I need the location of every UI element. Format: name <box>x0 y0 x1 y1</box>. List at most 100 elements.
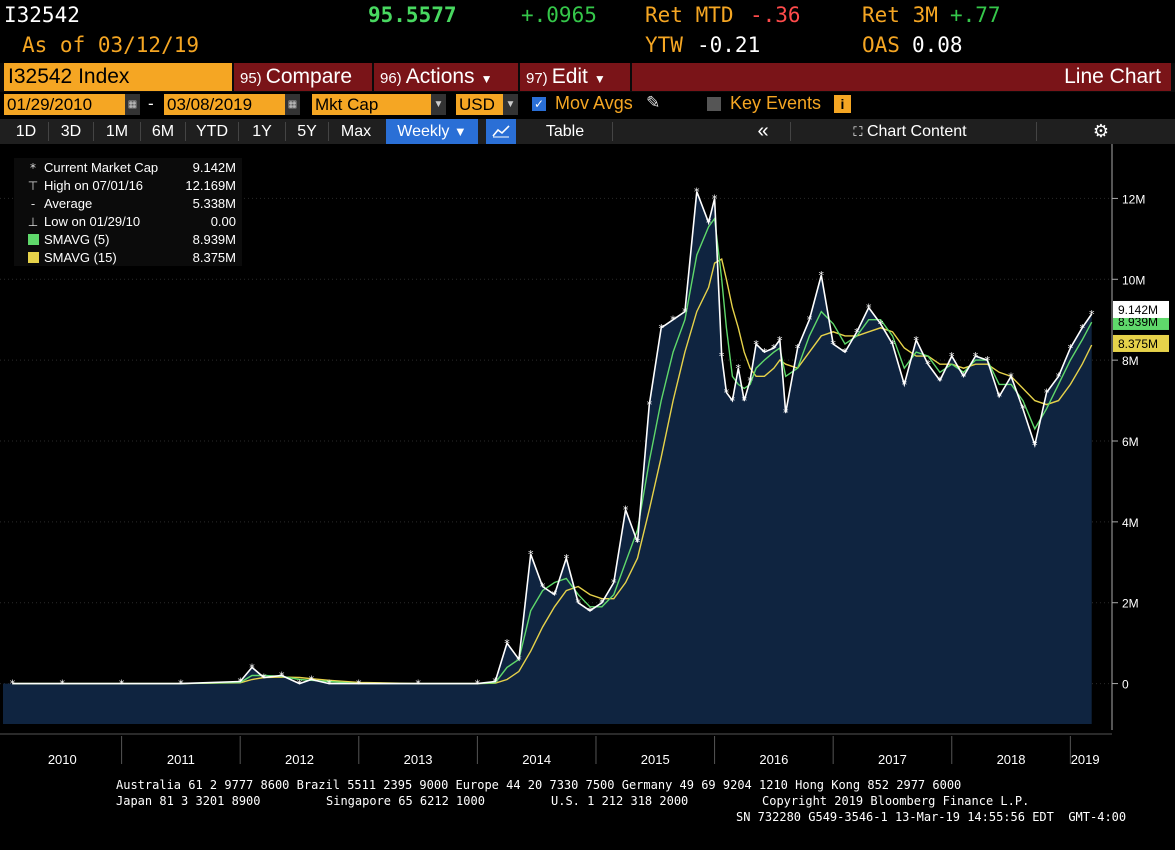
separator <box>790 122 791 141</box>
separator <box>93 122 94 141</box>
data-point: * <box>415 678 421 691</box>
data-point: * <box>783 407 789 420</box>
collapse-icon[interactable]: « <box>757 120 769 142</box>
data-point: * <box>1020 403 1026 416</box>
line-chart[interactable]: * * * * *** ** * * * * * **************************… <box>0 144 1175 776</box>
data-point: * <box>985 354 991 367</box>
security-field[interactable]: I32542 Index <box>4 63 232 91</box>
separator <box>612 122 613 141</box>
data-point: * <box>587 605 593 618</box>
range-ytd[interactable]: YTD <box>196 123 228 140</box>
x-axis-ticks: 2010 2011 2012 2013 2014 2015 2016 2017 2018 2019 <box>48 736 1100 767</box>
compare-number: 95) <box>240 70 262 87</box>
data-point: * <box>504 637 510 650</box>
legend-symbol: - <box>31 197 35 211</box>
data-point: * <box>925 358 931 371</box>
current-value-tag-bg <box>1113 300 1169 318</box>
footer-singapore: Singapore 65 6212 1000 <box>326 794 485 808</box>
key-events-label: Key Events <box>730 93 822 113</box>
data-point: * <box>540 581 546 594</box>
data-point: * <box>961 370 967 383</box>
compare-label: Compare <box>265 65 353 88</box>
ret-mtd-label: Ret MTD <box>645 3 734 27</box>
data-point: * <box>564 552 570 565</box>
x-tick-label: 2015 <box>641 752 670 767</box>
data-point: * <box>819 269 825 282</box>
ticker: I32542 <box>4 3 80 27</box>
data-point: * <box>712 192 718 205</box>
range-1m[interactable]: 1M <box>105 123 129 140</box>
legend-value: 8.375M <box>193 250 236 265</box>
data-point: * <box>1056 370 1062 383</box>
y-tick-label: 2M <box>1122 597 1139 611</box>
start-date-field[interactable]: 01/29/2010 ▦ <box>4 94 140 115</box>
legend-value: 12.169M <box>185 178 236 193</box>
data-point: * <box>309 674 315 687</box>
y-tick-label: 4M <box>1122 516 1139 530</box>
data-point: * <box>647 399 653 412</box>
key-events-checkbox[interactable] <box>707 97 721 111</box>
currency-select[interactable]: USD ▼ <box>456 94 518 115</box>
footer-copyright: Copyright 2019 Bloomberg Finance L.P. <box>762 794 1030 808</box>
footer-contacts: Australia 61 2 9777 8600 Brazil 5511 239… <box>116 778 962 792</box>
actions-caret-icon: ▼ <box>480 72 493 86</box>
data-point: * <box>528 548 534 561</box>
range-1y[interactable]: 1Y <box>252 123 272 140</box>
field-select[interactable]: Mkt Cap ▼ <box>312 94 446 115</box>
data-point: * <box>1008 370 1014 383</box>
data-point: * <box>60 678 66 691</box>
actions-label: Actions <box>405 65 475 88</box>
chart-type-title: Line Chart <box>632 63 1171 91</box>
data-point: * <box>658 322 664 335</box>
chart-content-button[interactable]: ⛶ Chart Content <box>830 119 990 144</box>
data-point: * <box>949 350 955 363</box>
ret-3m-value: +.77 <box>950 3 1001 27</box>
data-point: * <box>973 350 979 363</box>
footer-japan: Japan 81 3 3201 8900 <box>116 794 261 808</box>
compare-button[interactable]: 95) Compare <box>234 63 372 91</box>
legend-symbol: ⊥ <box>28 215 38 229</box>
legend-label: SMAVG (5) <box>44 232 110 247</box>
x-tick-label: 2012 <box>285 752 314 767</box>
range-max[interactable]: Max <box>340 123 372 140</box>
x-tick-label: 2017 <box>878 752 907 767</box>
data-point: * <box>890 338 896 351</box>
pencil-icon[interactable]: ✎ <box>646 93 661 112</box>
dropdown-icon[interactable]: ▼ <box>431 94 446 115</box>
calendar-icon[interactable]: ▦ <box>125 94 140 115</box>
range-6m[interactable]: 6M <box>151 123 175 140</box>
y-axis-ticks: 0 2M 4M 6M 8M 10M 12M <box>1112 192 1145 692</box>
frequency-label: Weekly <box>397 123 450 140</box>
data-point: * <box>762 346 768 359</box>
data-point: * <box>807 314 813 327</box>
gear-icon[interactable]: ⚙ <box>1092 121 1110 141</box>
data-point: * <box>326 678 332 691</box>
line-chart-view-icon[interactable] <box>486 119 516 144</box>
dropdown-icon[interactable]: ▼ <box>503 94 518 115</box>
info-icon[interactable]: i <box>834 95 851 113</box>
data-point: * <box>694 186 700 199</box>
oas-value: 0.08 <box>912 33 963 57</box>
mov-avgs-checkbox[interactable]: ✓ <box>532 97 546 111</box>
date-dash: - <box>148 94 154 113</box>
legend-swatch <box>28 252 39 263</box>
table-view-button[interactable]: Table <box>545 123 585 140</box>
separator <box>328 122 329 141</box>
data-point: * <box>1089 308 1095 321</box>
calendar-icon[interactable]: ▦ <box>285 94 300 115</box>
x-tick-label: 2014 <box>522 752 551 767</box>
legend-value: 5.338M <box>193 196 236 211</box>
actions-button[interactable]: 96) Actions ▼ <box>374 63 518 91</box>
edit-button[interactable]: 97) Edit ▼ <box>520 63 630 91</box>
data-point: * <box>736 362 742 375</box>
range-1d[interactable]: 1D <box>15 123 37 140</box>
x-tick-label: 2011 <box>167 752 195 767</box>
range-3d[interactable]: 3D <box>60 123 82 140</box>
data-point: * <box>1044 386 1050 399</box>
data-point: * <box>753 338 759 351</box>
chart-settings-bar: 01/29/2010 ▦ - 03/08/2019 ▦ Mkt Cap ▼ US… <box>0 93 1175 117</box>
frequency-select[interactable]: Weekly ▼ <box>386 119 478 144</box>
legend: * Current Market Cap 9.142M ⊤ High on 07/01/… <box>14 158 242 266</box>
end-date-field[interactable]: 03/08/2019 ▦ <box>164 94 300 115</box>
range-5y[interactable]: 5Y <box>297 123 317 140</box>
